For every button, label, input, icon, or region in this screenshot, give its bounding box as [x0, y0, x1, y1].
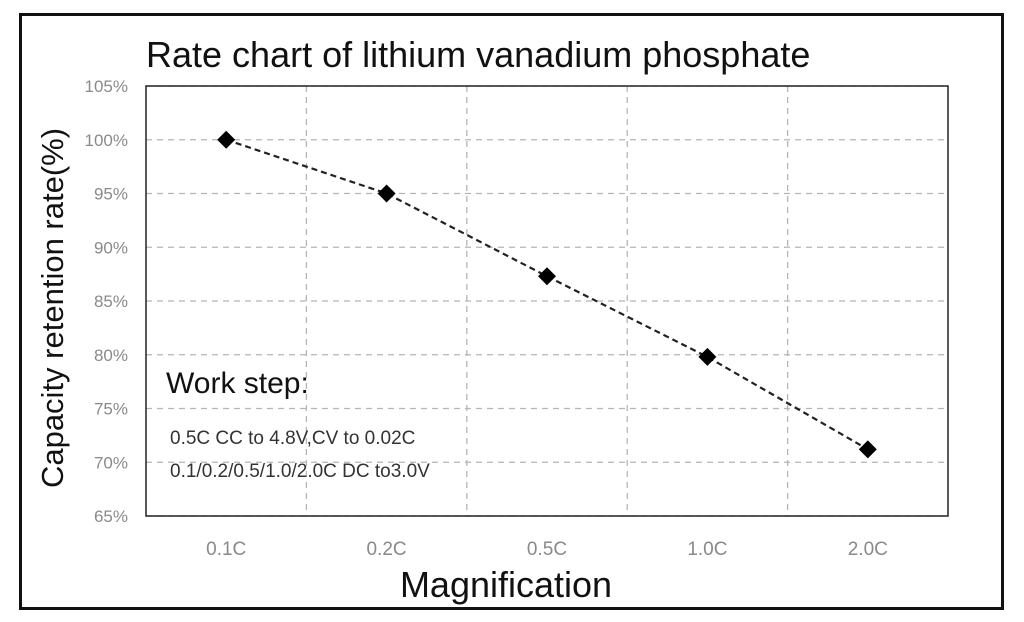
data-point-marker [538, 267, 556, 286]
x-tick-label: 2.0C [848, 539, 888, 560]
y-tick-label: 80% [94, 346, 128, 365]
x-axis-label: Magnification [400, 564, 612, 605]
chart-title: Rate chart of lithium vanadium phosphate [146, 34, 810, 75]
series-layer [217, 130, 877, 459]
x-tick-label: 0.5C [527, 539, 567, 560]
plot-area-border [145, 85, 949, 517]
y-tick-label: 75% [94, 400, 128, 419]
y-tick-label: 100% [85, 131, 128, 150]
y-tick-label: 85% [94, 292, 128, 311]
annotation-heading: Work step: [166, 367, 309, 400]
y-tick-label: 65% [94, 507, 128, 526]
y-tick-label: 90% [94, 238, 128, 257]
tick-labels: 65% 70% 75% 80% 85% 90% 95% 100% 105% 0.1C 0.2C 0.5… [85, 77, 888, 560]
y-tick-label: 105% [85, 77, 128, 96]
y-tick-label: 70% [94, 453, 128, 472]
grid-layer [146, 85, 948, 517]
annotation-line-2: 0.1/0.2/0.5/1.0/2.0C DC to3.0V [170, 461, 430, 482]
y-tick-label: 95% [94, 185, 128, 204]
y-axis-label: Capacity retention rate(%) [35, 128, 70, 488]
data-point-marker [217, 130, 236, 149]
data-point-marker [377, 184, 396, 203]
x-tick-label: 0.2C [367, 539, 407, 560]
data-point-marker [858, 440, 877, 459]
annotation-line-1: 0.5C CC to 4.8V,CV to 0.02C [170, 428, 415, 449]
x-tick-label: 1.0C [687, 539, 727, 560]
series-line [225, 138, 869, 451]
x-tick-label: 0.1C [206, 539, 246, 560]
data-point-marker [698, 347, 717, 366]
chart-frame [19, 13, 1004, 610]
